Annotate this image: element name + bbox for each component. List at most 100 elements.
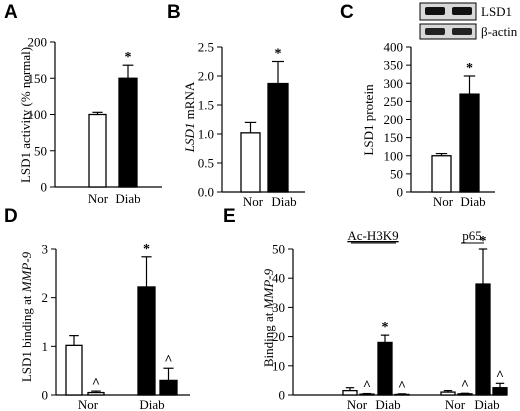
panel-e-bar-1-3 [492,387,508,396]
panel-b-y-tick-label: 0.5 [198,156,214,171]
panel-c-y-tick-label: 400 [384,40,404,55]
panel-d-y-tick-label: 3 [42,242,49,257]
panel-a-bar-1 [118,77,138,188]
panel-e-significance-mark-0-3: ^ [398,379,406,394]
panel-b-y-tick-label: 1.0 [198,127,214,142]
panel-b-bar-1 [267,82,289,193]
panel-b-bar-0 [240,132,261,193]
panel-b-y-tick-label: 2.5 [198,40,214,55]
panel-e-significance-mark-1-3: ^ [496,368,504,383]
panel-b-ylabel-unit: mRNA [182,81,197,119]
panel-d-y-tick-label: 2 [42,290,49,305]
panel-a-chart: LSD1 activity (% normal) Nor Diab 0 50 100… [18,35,162,206]
panel-e-significance-mark-1-1: ^ [461,378,469,393]
panel-c-y-tick-label: 350 [384,58,404,73]
panel-a-category-nor: Nor [88,191,109,206]
panel-d-bar-0 [65,344,83,396]
panel-a-y-tick-label: 0 [41,180,48,195]
panel-e-bar-0-3 [394,393,410,396]
panel-a-y-tick-label: 150 [28,71,48,86]
panel-letter-e: E [223,206,236,227]
panel-e-bar-1-1 [457,393,473,396]
panel-e-y-tick-label: 30 [272,300,285,315]
panel-a-ylabel: LSD1 activity (% normal) [18,47,33,183]
panel-e-group-label-ac-h3k9: Ac-H3K9 [347,228,398,243]
panel-c-significance-mark-1: * [466,61,473,76]
panel-d-significance-mark-3: ^ [164,353,172,368]
panel-e-ylabel-gene: MMP-9 [261,268,276,310]
panel-letter-b: B [167,2,181,23]
panel-c-y-tick-label: 200 [384,112,404,127]
panel-d-ylabel: LSD1 binding at MMP-9 [19,251,34,382]
panel-c-y-tick-label: 0 [397,185,404,200]
panel-e-y-tick-label: 50 [272,242,285,257]
panel-e-category-nor-2: Nor [445,397,466,411]
panel-e-bar-0-1 [359,393,375,396]
blot-actin-band-nor [425,28,445,35]
panel-b-ylabel-gene: LSD1 [182,123,197,154]
panel-letter-d: D [4,206,18,227]
panel-e-bar-1-0 [440,391,456,396]
panel-c-y-tick-label: 50 [390,166,403,181]
panel-d-bar-2 [137,286,156,396]
panel-b-category-diab: Diab [271,194,296,209]
panel-e-y-tick-label: 10 [272,358,285,373]
blot-lsd1-band-nor [425,7,445,15]
panel-d-ylabel-gene: MMP-9 [19,251,34,293]
panel-a-y-tick-label: 200 [28,35,48,50]
blot-actin-band-diab [452,28,472,35]
panel-a-category-diab: Diab [115,191,140,206]
panel-e-y-tick-label: 20 [272,329,285,344]
panel-b-significance-mark-1: * [275,47,282,62]
panel-c-category-diab: Diab [460,194,485,209]
panel-d-ylabel-text: LSD1 binding at [19,292,34,382]
panel-e-category-diab-1: Diab [375,397,400,411]
panel-e-bar-1-2 [475,283,491,396]
panel-d-significance-mark-2: * [143,242,150,257]
panel-e-significance-mark-0-2: * [382,320,389,335]
panel-c-ylabel: LSD1 protein [361,84,376,156]
panel-b-ylabel: LSD1 mRNA [182,81,197,153]
panel-e-group-label-p65: p65 [462,228,482,243]
panel-b-y-tick-label: 0.0 [198,185,214,200]
panel-c-category-nor: Nor [433,194,454,209]
blot-label-actin: β-actin [481,24,518,39]
panel-c-y-tick-label: 300 [384,76,404,91]
panel-c-bar-0 [431,155,452,193]
panel-e-bar-0-2 [377,341,393,396]
panel-b-category-nor: Nor [243,194,264,209]
western-blot-inset: LSD1 β-actin [419,2,518,40]
blot-actin-band-panel [419,23,477,40]
panel-b-y-tick-label: 2.0 [198,69,214,84]
panel-d-y-tick-label: 0 [42,388,49,403]
panel-c-bar-1 [459,93,480,193]
panel-e-ylabel-text: Binding at [261,309,276,367]
panel-c-y-tick-label: 100 [384,148,404,163]
panel-a-y-tick-label: 100 [28,107,48,122]
panel-e-y-tick-label: 0 [279,388,286,403]
panel-d-bar-1 [87,391,105,396]
panel-e-category-diab-2: Diab [474,397,499,411]
panel-letter-c: C [340,2,354,23]
panel-e-chart: Binding at MMP-9 Nor Diab Nor Diab Ac-H3… [261,228,508,411]
panel-a-y-tick-label: 50 [34,143,47,158]
panel-b-y-tick-label: 1.5 [198,98,214,113]
panel-e-y-tick-label: 40 [272,271,285,286]
panel-d-chart: LSD1 binding at MMP-9 Nor Diab 0 1 2 3 ^ * ^ [19,242,190,411]
panel-letter-a: A [4,2,18,23]
panel-d-y-tick-label: 1 [42,339,49,354]
panel-e-ylabel: Binding at MMP-9 [261,268,276,367]
blot-lsd1-band-diab [452,7,472,15]
panel-d-significance-mark-1: ^ [92,376,100,391]
panel-e-significance-mark-1-2: * [480,234,487,249]
blot-label-lsd1: LSD1 [481,4,512,19]
panel-e-significance-mark-0-1: ^ [363,379,371,394]
panel-e-category-nor-1: Nor [347,397,368,411]
panel-d-category-diab: Diab [139,397,164,411]
panel-c-y-tick-label: 150 [384,130,404,145]
panel-c-y-tick-label: 250 [384,94,404,109]
panel-d-category-nor: Nor [78,397,99,411]
panel-a-significance-mark-1: * [125,50,132,65]
panel-d-bar-3 [159,379,178,396]
